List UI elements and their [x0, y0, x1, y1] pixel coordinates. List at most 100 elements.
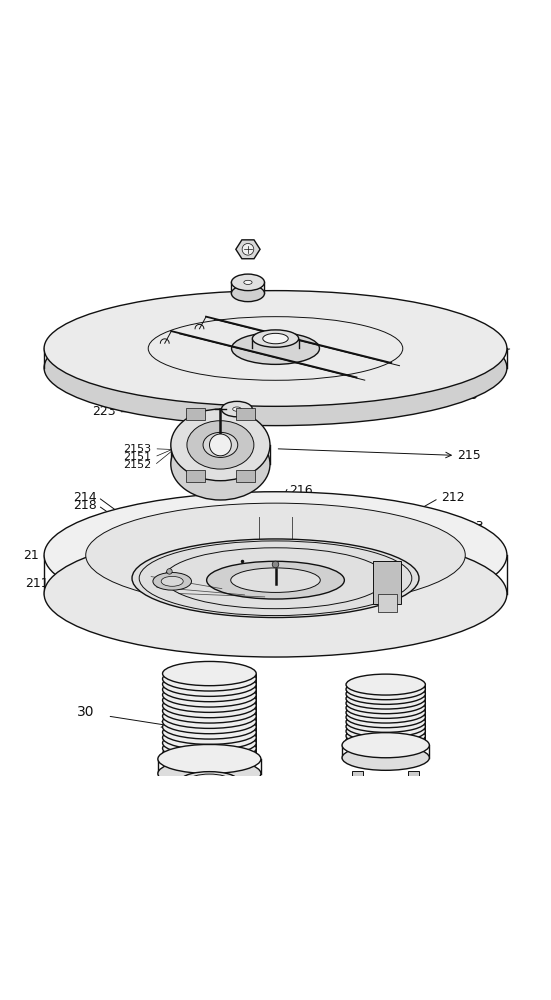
Circle shape	[242, 243, 254, 255]
Ellipse shape	[163, 704, 256, 728]
Ellipse shape	[158, 759, 261, 788]
Ellipse shape	[222, 408, 252, 423]
FancyBboxPatch shape	[186, 470, 205, 482]
Text: 30: 30	[77, 705, 94, 719]
Polygon shape	[163, 706, 256, 711]
Ellipse shape	[346, 702, 425, 723]
Ellipse shape	[263, 333, 288, 344]
FancyBboxPatch shape	[372, 561, 401, 604]
FancyBboxPatch shape	[353, 771, 364, 782]
Ellipse shape	[86, 503, 465, 607]
Ellipse shape	[346, 697, 425, 718]
Ellipse shape	[44, 310, 507, 426]
Text: 216: 216	[289, 484, 313, 497]
Ellipse shape	[153, 573, 192, 590]
Polygon shape	[346, 741, 425, 745]
Ellipse shape	[252, 330, 299, 347]
Ellipse shape	[207, 561, 344, 599]
Text: 21: 21	[23, 549, 39, 562]
FancyBboxPatch shape	[236, 470, 255, 482]
Ellipse shape	[342, 733, 429, 758]
Polygon shape	[163, 748, 256, 754]
Polygon shape	[163, 738, 256, 743]
Ellipse shape	[163, 747, 256, 771]
Polygon shape	[163, 754, 256, 759]
Text: 2111: 2111	[65, 583, 93, 593]
Ellipse shape	[163, 693, 256, 718]
Ellipse shape	[44, 530, 507, 657]
Circle shape	[209, 434, 231, 456]
Text: 212: 212	[441, 491, 464, 504]
Ellipse shape	[163, 667, 256, 691]
Ellipse shape	[181, 772, 237, 789]
Ellipse shape	[346, 711, 425, 732]
Ellipse shape	[346, 688, 425, 709]
Ellipse shape	[161, 576, 183, 586]
Ellipse shape	[171, 409, 270, 481]
Text: 213: 213	[460, 520, 484, 533]
Text: {: {	[52, 575, 63, 593]
Ellipse shape	[163, 677, 256, 702]
Text: 22: 22	[462, 353, 478, 366]
Polygon shape	[163, 716, 256, 722]
Ellipse shape	[163, 742, 256, 766]
Text: 215: 215	[457, 449, 481, 462]
Polygon shape	[346, 713, 425, 717]
Ellipse shape	[158, 744, 261, 774]
Ellipse shape	[163, 699, 256, 723]
Polygon shape	[163, 695, 256, 700]
Ellipse shape	[187, 421, 254, 469]
Polygon shape	[163, 700, 256, 706]
Text: 218: 218	[73, 499, 96, 512]
Polygon shape	[163, 684, 256, 690]
Text: 25: 25	[462, 389, 478, 402]
FancyBboxPatch shape	[236, 408, 255, 420]
Polygon shape	[163, 679, 256, 684]
Text: 2151: 2151	[123, 452, 152, 462]
Ellipse shape	[163, 672, 256, 696]
Polygon shape	[346, 685, 425, 689]
Polygon shape	[163, 690, 256, 695]
Polygon shape	[163, 743, 256, 748]
FancyBboxPatch shape	[378, 594, 397, 612]
Polygon shape	[163, 711, 256, 716]
Ellipse shape	[346, 721, 425, 742]
Polygon shape	[346, 731, 425, 736]
Circle shape	[272, 561, 279, 568]
Polygon shape	[346, 717, 425, 722]
Ellipse shape	[163, 688, 256, 712]
FancyBboxPatch shape	[408, 771, 419, 782]
Ellipse shape	[231, 274, 264, 291]
Ellipse shape	[163, 720, 256, 744]
Circle shape	[167, 569, 172, 574]
Polygon shape	[346, 722, 425, 727]
Polygon shape	[346, 694, 425, 699]
Ellipse shape	[231, 285, 264, 302]
Text: 2153: 2153	[123, 444, 152, 454]
Text: 214: 214	[73, 491, 96, 504]
Text: 211: 211	[25, 577, 48, 590]
Text: 2152: 2152	[123, 460, 152, 470]
Polygon shape	[163, 727, 256, 732]
Ellipse shape	[346, 716, 425, 737]
Text: 24: 24	[469, 585, 485, 598]
Ellipse shape	[233, 407, 241, 411]
Polygon shape	[346, 736, 425, 741]
Ellipse shape	[346, 730, 425, 751]
Ellipse shape	[231, 333, 320, 364]
Text: 223: 223	[92, 405, 116, 418]
Polygon shape	[236, 240, 260, 259]
Ellipse shape	[346, 679, 425, 700]
Ellipse shape	[346, 725, 425, 746]
Ellipse shape	[163, 709, 256, 734]
FancyBboxPatch shape	[186, 408, 205, 420]
Ellipse shape	[346, 693, 425, 714]
Ellipse shape	[132, 539, 419, 618]
Ellipse shape	[346, 674, 425, 695]
Ellipse shape	[222, 401, 252, 417]
Polygon shape	[346, 708, 425, 713]
Text: 2112: 2112	[65, 574, 93, 584]
Ellipse shape	[171, 428, 270, 500]
Polygon shape	[163, 722, 256, 727]
Ellipse shape	[163, 731, 256, 755]
